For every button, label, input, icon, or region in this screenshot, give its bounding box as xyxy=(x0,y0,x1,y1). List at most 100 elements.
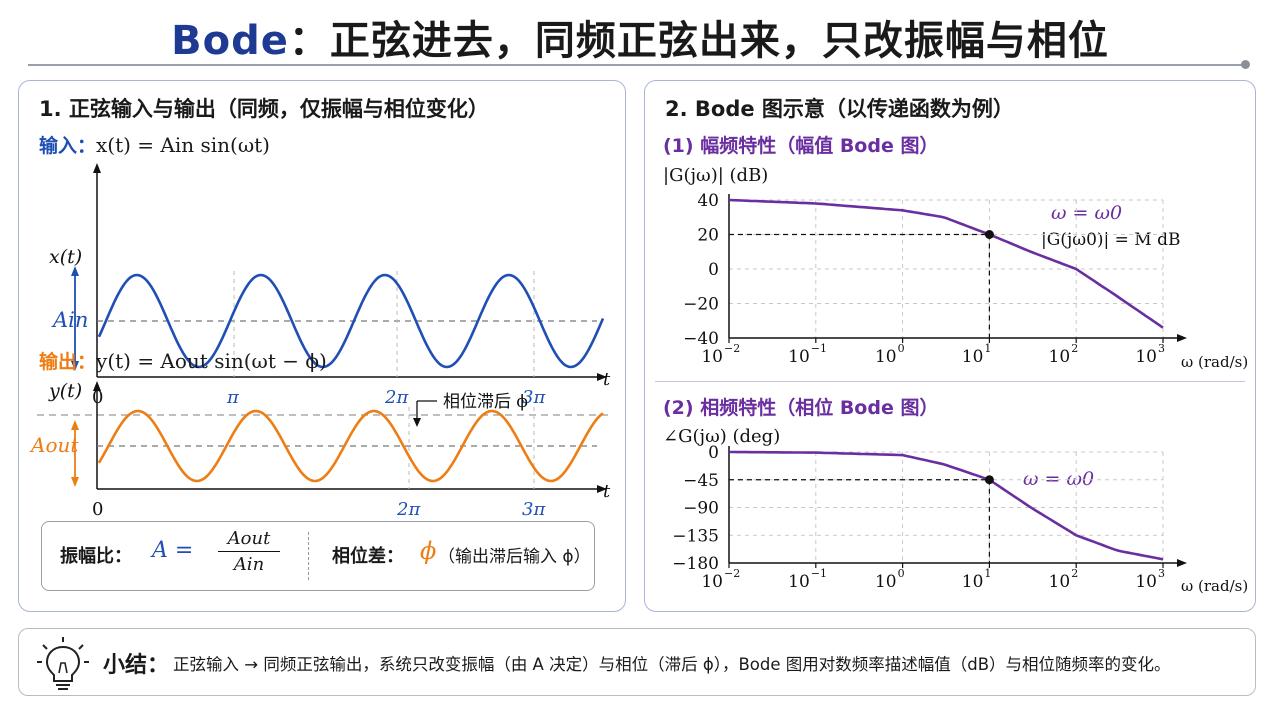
ratio-numerator: Aout xyxy=(227,528,271,549)
input-y-label: x(t) xyxy=(49,246,82,268)
bode-charts-svg: |G(jω)| (dB) ∠G(jω) (deg) ω = ω0 |G(jω0)… xyxy=(663,165,1248,595)
bode1-xtick-2: 10 xyxy=(875,572,897,592)
bode1-xtick-exp-0: −2 xyxy=(724,567,740,580)
ratio-lhs: A = xyxy=(152,538,194,563)
summary-label: 小结： xyxy=(103,653,170,678)
bode0-xtick-4: 10 xyxy=(1049,347,1071,367)
output-y-label: y(t) xyxy=(48,380,82,402)
bode0-x-arrow xyxy=(1177,334,1187,342)
bode0-marker-point xyxy=(984,230,994,239)
phase-heading: (2) 相频特性（相位 Bode 图） xyxy=(663,397,939,419)
sine-io-panel: 1. 正弦输入与输出（同频，仅振幅与相位变化） 输入：x(t) = Ain si… xyxy=(18,80,626,612)
phase-point-label: ω = ω0 xyxy=(1023,468,1094,490)
bode0-ytick-4: −40 xyxy=(683,329,719,349)
output-heading: 输出：y(t) = Aout sin(ωt − ϕ) xyxy=(39,347,327,374)
output-formula: y(t) = Aout sin(ωt − ϕ) xyxy=(96,349,327,373)
bode1-ytick-0: 0 xyxy=(708,443,719,463)
bode1-xtick-exp-5: 3 xyxy=(1158,567,1165,580)
phase-note: （输出滞后输入 ϕ） xyxy=(438,547,591,567)
output-tick-0: 0 xyxy=(92,499,103,520)
ratio-fraction: Aout Ain xyxy=(218,528,280,575)
input-label: 输入： xyxy=(39,135,97,157)
sine-waves-svg: Ain x(t) 0 π 2π 3π t xyxy=(37,163,611,416)
input-y-arrow xyxy=(93,163,101,173)
output-amp-arrow-up xyxy=(71,420,79,430)
phase-x-unit: ω (rad/s) xyxy=(1181,577,1248,595)
bode-separator xyxy=(655,381,1245,382)
input-amp-label: Ain xyxy=(51,308,88,332)
bode0-xtick-3: 10 xyxy=(962,347,984,367)
mag-heading: (1) 幅频特性（幅值 Bode 图） xyxy=(663,135,939,157)
bode0-xtick-0: 10 xyxy=(701,347,723,367)
bode-title: 2. Bode 图示意（以传递函数为例） xyxy=(665,97,1014,121)
lightbulb-icon xyxy=(37,637,89,690)
output-tick-3pi: 3π xyxy=(522,499,546,520)
ratio-divider xyxy=(308,532,309,580)
bode1-xtick-exp-2: 0 xyxy=(898,567,905,580)
bode0-xtick-5: 10 xyxy=(1135,347,1157,367)
output-t-arrow xyxy=(597,485,607,493)
bode0-curve xyxy=(728,198,1164,329)
mag-x-unit: ω (rad/s) xyxy=(1181,353,1248,371)
output-t-label: t xyxy=(603,481,611,502)
bode0-xtick-2: 10 xyxy=(875,347,897,367)
phase-symbol: ϕ xyxy=(420,537,437,565)
bode1-ytick-2: −90 xyxy=(683,499,719,519)
bode0-xtick-exp-3: 1 xyxy=(984,342,991,355)
bode1-xtick-1: 10 xyxy=(788,572,810,592)
bode1-x-arrow xyxy=(1177,559,1187,567)
bode1-xtick-5: 10 xyxy=(1135,572,1157,592)
input-tick-2pi: 2π xyxy=(384,387,409,408)
output-label: 输出： xyxy=(39,351,97,373)
input-t-label: t xyxy=(603,369,611,390)
phase-label: 相位差： xyxy=(332,546,404,567)
bode1-ytick-4: −180 xyxy=(672,554,719,574)
bode-panel: 2. Bode 图示意（以传递函数为例） (1) 幅频特性（幅值 Bode 图）… xyxy=(644,80,1256,612)
title-divider xyxy=(28,64,1246,66)
title-accent: Bode xyxy=(171,18,289,64)
input-heading: 输入：x(t) = Ain sin(ωt) xyxy=(39,131,270,158)
bode0-xtick-exp-0: −2 xyxy=(724,342,740,355)
ratio-fraction-bar xyxy=(218,551,280,552)
input-amp-arrow-up xyxy=(71,266,79,276)
bode1-curve xyxy=(729,450,1164,561)
input-formula: x(t) = Ain sin(ωt) xyxy=(96,133,270,157)
ratio-box: 振幅比： A = Aout Ain 相位差： ϕ （输出滞后输入 ϕ） xyxy=(41,521,595,591)
bode1-xtick-0: 10 xyxy=(701,572,723,592)
input-tick-pi: π xyxy=(226,387,240,408)
bode0-ytick-3: −20 xyxy=(683,295,719,315)
sine-io-title: 1. 正弦输入与输出（同频，仅振幅与相位变化） xyxy=(39,97,489,121)
output-wave-svg: Aout y(t) 0 2π 3π t 相位滞后 ϕ xyxy=(29,380,611,520)
bode1-xtick-3: 10 xyxy=(962,572,984,592)
input-sine-wave xyxy=(97,273,605,369)
bode1-ytick-3: −135 xyxy=(672,526,719,546)
bode0-xtick-exp-5: 3 xyxy=(1158,342,1165,355)
lag-arrow xyxy=(413,418,421,427)
input-amp-arrow-down xyxy=(71,361,79,371)
bode1-xtick-4: 10 xyxy=(1049,572,1071,592)
bode1-ytick-1: −45 xyxy=(683,471,719,491)
output-y-arrow xyxy=(93,381,101,391)
ratio-denominator: Ain xyxy=(233,554,265,575)
summary-box: 小结： 正弦输入 → 同频正弦输出，系统只改变振幅（由 A 决定）与相位（滞后 … xyxy=(18,628,1256,696)
output-amp-arrow-down xyxy=(71,477,79,487)
lag-annotation: 相位滞后 ϕ xyxy=(443,392,528,412)
input-t-arrow xyxy=(597,373,607,381)
bode0-xtick-1: 10 xyxy=(788,347,810,367)
output-tick-2pi: 2π xyxy=(396,499,421,520)
bode0-xtick-exp-4: 2 xyxy=(1071,342,1078,355)
bode0-ytick-1: 20 xyxy=(697,226,719,246)
mag-ylabel: |G(jω)| (dB) xyxy=(663,165,768,186)
mag-point-label: ω = ω0 xyxy=(1051,202,1122,224)
bode0-xtick-exp-1: −1 xyxy=(811,342,827,355)
bode0-xtick-exp-2: 0 xyxy=(898,342,905,355)
bode1-xtick-exp-3: 1 xyxy=(984,567,991,580)
page-title: Bode：正弦进去，同频正弦出来，只改振幅与相位 xyxy=(0,8,1280,66)
bode1-xtick-exp-4: 2 xyxy=(1071,567,1078,580)
title-rest: ：正弦进去，同频正弦出来，只改振幅与相位 xyxy=(288,18,1109,64)
summary-text: 正弦输入 → 同频正弦输出，系统只改变振幅（由 A 决定）与相位（滞后 ϕ），B… xyxy=(173,655,1171,674)
output-amp-label: Aout xyxy=(29,433,79,457)
input-tick-3pi: 3π xyxy=(522,387,546,408)
bode1-xtick-exp-1: −1 xyxy=(811,567,827,580)
bode0-ytick-0: 40 xyxy=(697,191,719,211)
